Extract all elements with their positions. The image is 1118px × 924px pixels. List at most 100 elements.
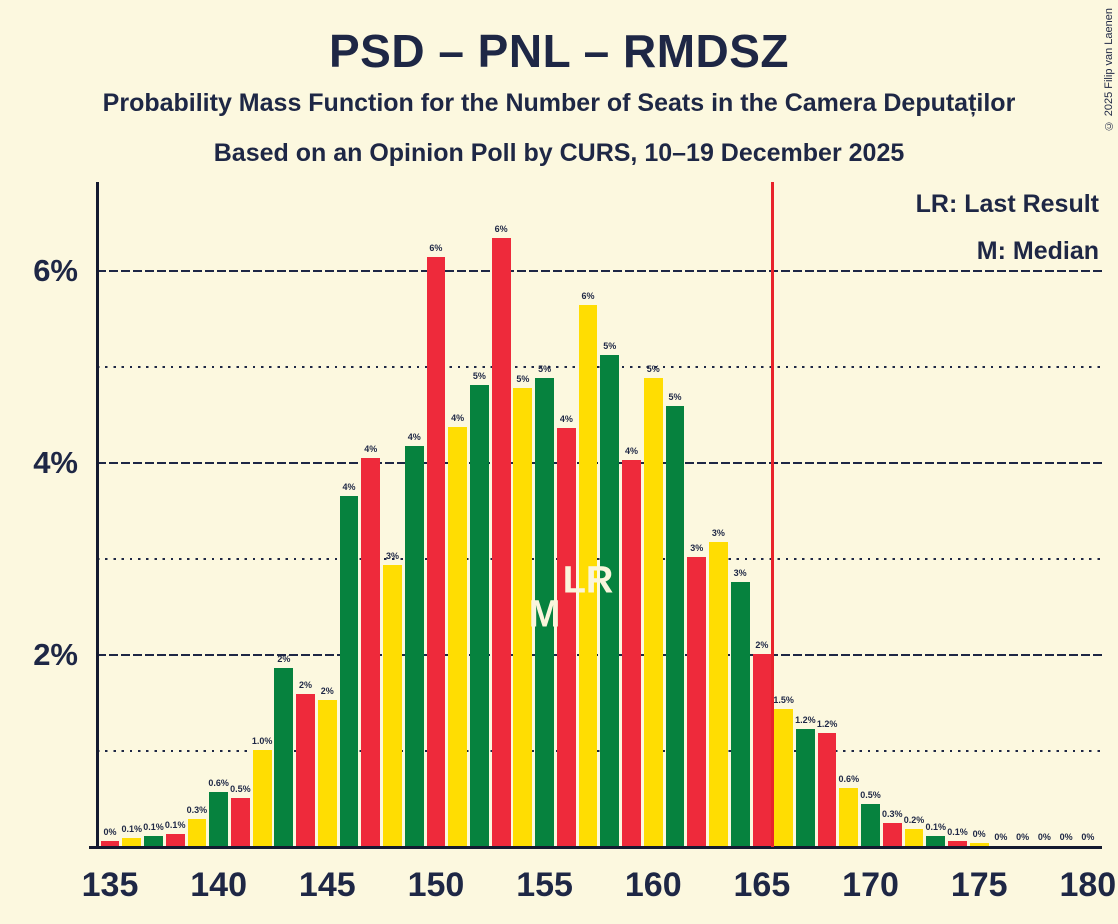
bar-value-label: 5% [668, 392, 682, 403]
y-tick-label: 2% [33, 637, 78, 672]
last-result-marker: LR [562, 559, 614, 602]
bar-seat-164 [730, 582, 750, 846]
bar-value-label: 0.3% [882, 808, 903, 819]
bar-seat-146 [339, 495, 359, 846]
bar-seat-139 [187, 819, 207, 846]
bar-seat-155 [535, 377, 554, 846]
bar-seat-137 [144, 836, 163, 846]
bar-seat-160 [643, 377, 663, 846]
x-tick-label: 140 [190, 866, 248, 904]
bar-value-label: 0.1% [121, 824, 142, 835]
gridline-major [97, 270, 1102, 272]
bar-value-label: 4% [364, 444, 378, 455]
bar-value-label: 4% [625, 446, 639, 457]
bar-value-label: 0% [1059, 832, 1073, 842]
bar-value-label: 0.1% [925, 822, 946, 833]
bar-seat-147 [361, 458, 381, 846]
bar-seat-157 [578, 304, 598, 846]
bar-value-label: 2% [755, 640, 769, 650]
bar-seat-151 [448, 427, 468, 846]
bar-seat-138 [165, 834, 185, 846]
gridline-minor [97, 366, 1102, 369]
bar-value-label: 5% [646, 363, 660, 374]
bar-seat-161 [665, 406, 685, 846]
bar-value-label: 0% [103, 827, 117, 838]
bar-value-label: 2% [299, 680, 313, 691]
bar-value-label: 6% [429, 242, 443, 253]
bar-seat-172 [904, 828, 924, 846]
bar-value-label: 5% [516, 374, 530, 385]
chart-subtitle: Probability Mass Function for the Number… [102, 89, 1016, 117]
bar-value-label: 0.1% [947, 827, 968, 838]
bar-value-label: 4% [451, 413, 465, 424]
bar-value-label: 0.6% [838, 774, 860, 785]
bar-seat-148 [383, 564, 402, 846]
x-tick-label: 135 [81, 866, 139, 904]
bar-value-label: 0% [972, 829, 986, 840]
bar-seat-174 [948, 841, 967, 846]
bar-seat-162 [687, 557, 707, 846]
bar-value-label: 1.2% [816, 718, 838, 729]
bar-value-label: 0.2% [903, 814, 925, 825]
bar-seat-140 [209, 792, 229, 846]
bar-seat-143 [274, 668, 294, 846]
bar-seat-145 [317, 700, 337, 846]
x-tick-label: 145 [298, 866, 356, 904]
bar-value-label: 5% [603, 341, 617, 352]
chart-poll-source: Based on an Opinion Poll by CURS, 10–19 … [213, 139, 905, 167]
bar-seat-135 [100, 841, 120, 846]
x-tick-label: 175 [950, 866, 1008, 904]
bar-value-label: 4% [342, 481, 356, 492]
x-tick-label: 150 [407, 866, 465, 904]
bar-seat-166 [774, 708, 794, 846]
bar-value-label: 0% [1037, 832, 1051, 842]
bar-value-label: 1.5% [773, 694, 794, 705]
gridline-major [97, 462, 1102, 464]
bar-seat-167 [795, 728, 815, 846]
bar-value-label: 4% [559, 414, 573, 425]
chart-legend: LR: Last Result M: Median [916, 181, 1099, 275]
bar-value-label: 3% [711, 527, 725, 538]
bar-seat-169 [839, 788, 859, 846]
x-tick-label: 165 [733, 866, 791, 904]
bar-seat-173 [926, 836, 946, 846]
reference-line [771, 182, 775, 847]
bar-seat-152 [470, 385, 489, 846]
bar-value-label: 0.1% [143, 822, 164, 833]
bar-seat-175 [969, 843, 989, 846]
gridline-minor [97, 750, 1102, 753]
bar-seat-149 [404, 445, 424, 846]
plot-area: 0% 0.1% 0.1% 0.1% 0.3% 0.6% 0.5% 1.0% 2% 2% 2% 4% 4%… [89, 182, 1102, 849]
bar-seat-153 [491, 238, 511, 846]
bar-seat-136 [122, 838, 142, 846]
bar-value-label: 5% [538, 363, 552, 374]
bar-value-label: 0.6% [208, 778, 229, 789]
chart-title: PSD – PNL – RMDSZ [328, 25, 790, 77]
bar-value-label: 0% [1081, 832, 1095, 842]
x-tick-label: 155 [516, 866, 573, 904]
bar-value-label: 2% [277, 654, 291, 665]
bar-seat-142 [252, 750, 272, 846]
y-axis-line [95, 182, 99, 849]
x-tick-label: 160 [624, 866, 682, 904]
median-marker: M [528, 593, 561, 636]
bar-value-label: 0% [1016, 832, 1030, 842]
x-axis-line [89, 845, 1102, 849]
bar-value-label: 0.1% [164, 820, 186, 831]
bar-value-label: 0% [994, 832, 1008, 842]
bar-seat-156 [556, 428, 576, 846]
bar-seat-150 [426, 256, 446, 846]
gridline-major [97, 654, 1102, 656]
bar-value-label: 0.3% [186, 805, 208, 816]
bar-seat-154 [513, 388, 533, 846]
y-tick-label: 6% [33, 253, 78, 288]
bar-value-label: 3% [385, 550, 399, 561]
bar-seat-168 [817, 732, 837, 846]
legend-median: M: Median [976, 237, 1099, 265]
gridline-minor [97, 558, 1102, 561]
x-tick-label: 170 [842, 866, 899, 904]
bar-seat-170 [861, 803, 880, 846]
bar-value-label: 6% [494, 224, 508, 235]
bar-value-label: 4% [407, 431, 421, 442]
bar-value-label: 0.5% [860, 789, 881, 800]
